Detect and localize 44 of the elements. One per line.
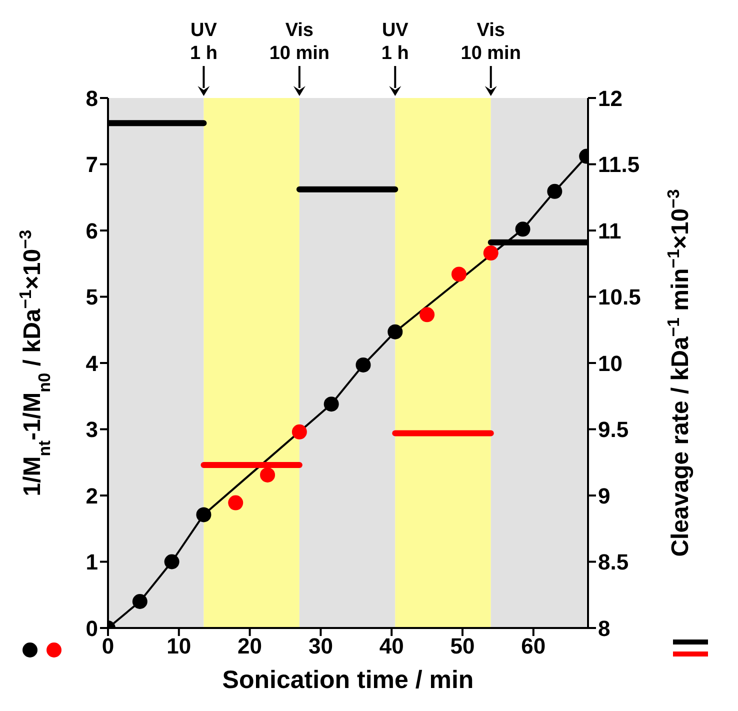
y2-tick-label: 11.5 bbox=[598, 152, 640, 178]
x-axis-title: Sonication time / min bbox=[222, 666, 474, 694]
y2-tick-label: 10 bbox=[598, 350, 622, 376]
y-tick-label: 1 bbox=[86, 550, 98, 575]
y-tick-label: 4 bbox=[86, 350, 99, 376]
text: Vis 10 min bbox=[269, 20, 330, 64]
point bbox=[132, 594, 148, 609]
text: UV 1 h bbox=[381, 20, 409, 64]
y-tick-label: 7 bbox=[86, 152, 98, 178]
point bbox=[451, 266, 466, 282]
point bbox=[483, 246, 498, 261]
point bbox=[388, 324, 403, 340]
point bbox=[260, 467, 276, 482]
point bbox=[420, 307, 435, 322]
x-tick-label: 50 bbox=[450, 634, 475, 659]
y2-tick-label: 11 bbox=[598, 218, 622, 244]
x-tick-label: 30 bbox=[308, 634, 333, 659]
text: Vis 10 min bbox=[460, 20, 521, 64]
y-tick-label: 0 bbox=[86, 616, 98, 641]
y2-tick-label: 12 bbox=[598, 86, 622, 111]
y2-tick-label: 10.5 bbox=[598, 284, 641, 310]
point bbox=[547, 184, 562, 199]
x-tick-label: 20 bbox=[238, 634, 262, 659]
y-tick-label: 2 bbox=[86, 483, 98, 508]
y2-tick-label: 8.5 bbox=[598, 550, 629, 575]
point bbox=[515, 222, 530, 237]
x-tick-label: 60 bbox=[521, 634, 546, 659]
y-tick-label: 5 bbox=[86, 284, 98, 310]
x-tick-label: 40 bbox=[379, 634, 404, 659]
y2-tick-label: 8 bbox=[598, 616, 610, 641]
x-tick-label: 0 bbox=[102, 634, 114, 659]
point bbox=[324, 396, 339, 412]
y-tick-label: 6 bbox=[86, 218, 98, 244]
text: UV 1 h bbox=[190, 20, 218, 64]
point bbox=[228, 495, 244, 510]
point bbox=[196, 507, 212, 522]
point bbox=[164, 554, 180, 570]
y-tick-label: 3 bbox=[86, 417, 98, 442]
x-tick-label: 10 bbox=[166, 634, 192, 659]
point bbox=[292, 424, 307, 440]
y2-tick-label: 9 bbox=[598, 483, 610, 508]
point bbox=[356, 357, 371, 372]
y2-tick-label: 9.5 bbox=[598, 417, 629, 442]
y-tick-label: 8 bbox=[86, 86, 98, 111]
